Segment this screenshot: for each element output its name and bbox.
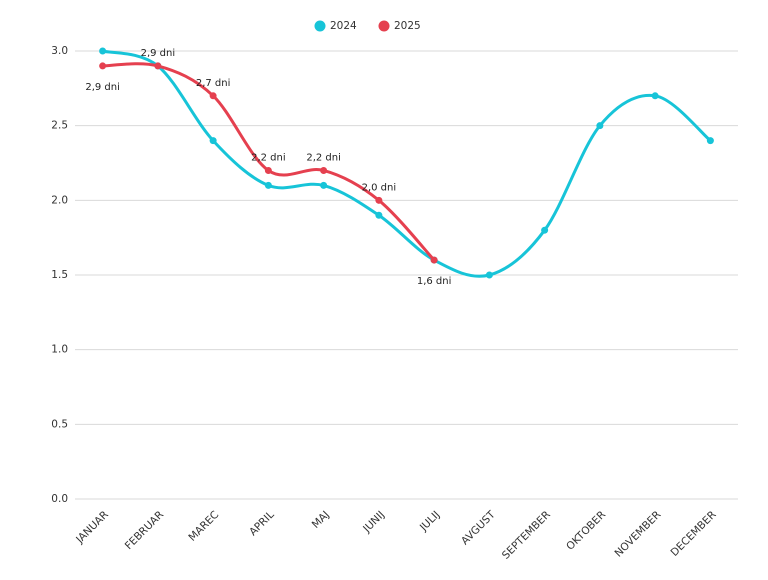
data-label: 2,0 dni: [362, 182, 397, 193]
data-point: [375, 196, 383, 204]
y-tick-label: 1.5: [51, 269, 68, 281]
data-point: [154, 62, 162, 70]
data-label: 1,6 dni: [417, 276, 452, 287]
legend-marker: [378, 20, 390, 32]
data-point: [264, 166, 272, 174]
x-tick-label: SEPTEMBER: [500, 509, 553, 562]
data-point: [264, 181, 272, 189]
x-tick-label: JULIJ: [417, 509, 442, 534]
data-label: 2,9 dni: [85, 82, 120, 93]
series-line: [101, 49, 712, 278]
x-tick-label: MAREC: [186, 509, 221, 544]
y-tick-label: 2.5: [51, 120, 68, 132]
data-point: [706, 137, 714, 145]
data-point: [209, 92, 217, 100]
x-tick-label: JANUAR: [73, 509, 111, 547]
data-point: [320, 166, 328, 174]
data-point: [430, 256, 438, 264]
data-point: [99, 47, 107, 55]
x-tick-label: MAJ: [310, 509, 332, 531]
y-tick-label: 0.5: [51, 418, 68, 430]
data-point: [375, 211, 383, 219]
x-tick-label: NOVEMBER: [612, 509, 663, 560]
legend-label: 2024: [330, 20, 357, 32]
legend-marker: [314, 20, 326, 32]
x-tick-label: JUNIJ: [360, 509, 387, 536]
data-point: [209, 137, 217, 145]
data-point: [320, 181, 328, 189]
data-label: 2,9 dni: [141, 48, 176, 59]
x-tick-label: AVGUST: [459, 508, 498, 547]
data-point: [541, 226, 549, 234]
y-tick-label: 2.0: [51, 194, 68, 206]
data-label: 2,2 dni: [251, 152, 286, 163]
data-point: [596, 122, 604, 130]
y-tick-label: 0.0: [51, 493, 68, 505]
x-tick-label: FEBRUAR: [123, 509, 166, 552]
data-label: 2,2 dni: [306, 152, 341, 163]
legend-label: 2025: [394, 20, 421, 32]
y-tick-label: 1.0: [51, 344, 68, 356]
data-point: [651, 92, 659, 100]
data-point: [485, 271, 493, 279]
y-tick-label: 3.0: [51, 45, 68, 57]
data-point: [99, 62, 107, 70]
x-tick-label: OKTOBER: [564, 509, 608, 553]
x-tick-label: APRIL: [247, 509, 277, 539]
x-tick-label: DECEMBER: [668, 509, 718, 559]
data-label: 2,7 dni: [196, 78, 231, 89]
